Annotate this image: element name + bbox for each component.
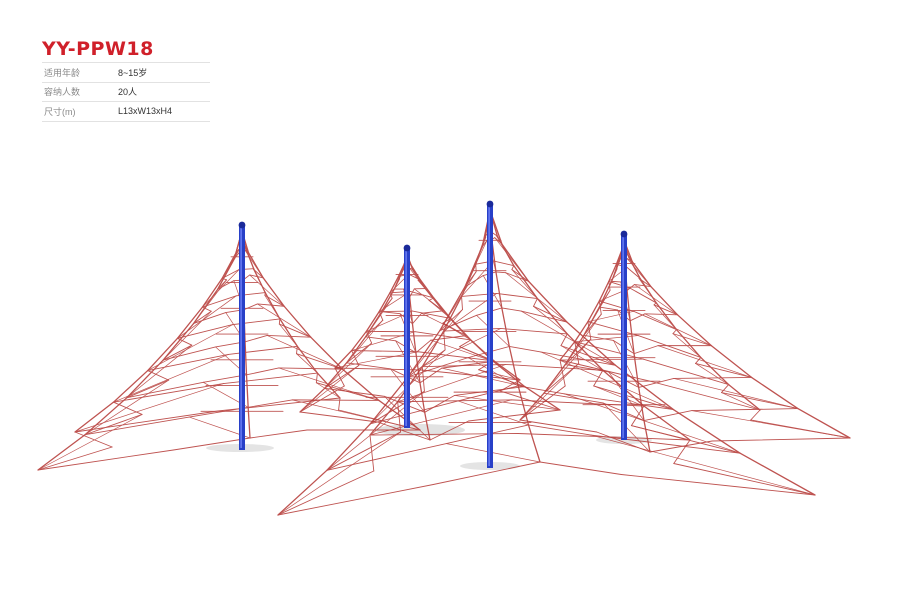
pole-cap — [403, 244, 411, 252]
tower-pole-3 — [487, 204, 493, 468]
tower-poles — [238, 200, 628, 468]
spec-row-capacity: 容纳人数 20人 — [42, 83, 210, 102]
tower-pole-2 — [404, 248, 410, 428]
tower-nets — [37, 209, 851, 516]
spec-value: 20人 — [118, 87, 138, 98]
spec-table: 适用年龄 8~15岁 容纳人数 20人 尺寸(m) L13xW13xH4 — [42, 62, 210, 122]
spec-label: 尺寸(m) — [44, 106, 76, 117]
pole-highlight — [240, 227, 242, 448]
spec-value: 8~15岁 — [118, 67, 148, 78]
tower-net-3 — [277, 209, 816, 516]
pole-cap — [238, 221, 246, 229]
spec-label: 容纳人数 — [44, 87, 81, 98]
tower-net-4 — [519, 239, 851, 453]
product-model-title: YY-PPW18 — [42, 38, 154, 60]
spec-row-age: 适用年龄 8~15岁 — [42, 63, 210, 83]
ground-shadows — [206, 424, 652, 470]
pole-cap — [486, 200, 494, 208]
pole-highlight — [405, 250, 407, 426]
pole-highlight — [488, 206, 490, 466]
spec-label: 适用年龄 — [44, 67, 81, 78]
tower-pole-4 — [621, 234, 627, 440]
tower-net-2 — [299, 253, 561, 441]
spec-row-size: 尺寸(m) L13xW13xH4 — [42, 102, 210, 122]
pole-highlight — [622, 236, 624, 438]
rope-pyramid-illustration — [37, 200, 851, 516]
spec-value: L13xW13xH4 — [118, 106, 173, 117]
tower-pole-1 — [239, 225, 245, 450]
pole-cap — [620, 230, 628, 238]
